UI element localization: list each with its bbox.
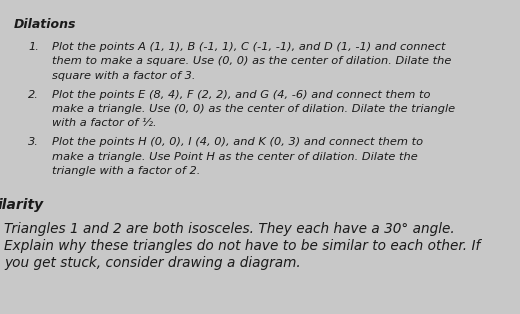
Text: square with a factor of 3.: square with a factor of 3. <box>52 71 196 81</box>
Text: you get stuck, consider drawing a diagram.: you get stuck, consider drawing a diagra… <box>4 256 301 270</box>
Text: make a triangle. Use Point H as the center of dilation. Dilate the: make a triangle. Use Point H as the cent… <box>52 151 418 161</box>
Text: Explain why these triangles do not have to be similar to each other. If: Explain why these triangles do not have … <box>4 239 480 253</box>
Text: Plot the points E (8, 4), F (2, 2), and G (4, -6) and connect them to: Plot the points E (8, 4), F (2, 2), and … <box>52 89 431 100</box>
Text: triangle with a factor of 2.: triangle with a factor of 2. <box>52 166 200 176</box>
Text: with a factor of ½.: with a factor of ½. <box>52 118 157 128</box>
Text: 2.: 2. <box>28 89 39 100</box>
Text: Plot the points H (0, 0), I (4, 0), and K (0, 3) and connect them to: Plot the points H (0, 0), I (4, 0), and … <box>52 137 423 147</box>
Text: Plot the points A (1, 1), B (-1, 1), C (-1, -1), and D (1, -1) and connect: Plot the points A (1, 1), B (-1, 1), C (… <box>52 42 446 52</box>
Text: ilarity: ilarity <box>0 198 44 212</box>
Text: 3.: 3. <box>28 137 39 147</box>
Text: Triangles 1 and 2 are both isosceles. They each have a 30° angle.: Triangles 1 and 2 are both isosceles. Th… <box>4 222 455 236</box>
Text: Dilations: Dilations <box>14 18 76 31</box>
Text: them to make a square. Use (0, 0) as the center of dilation. Dilate the: them to make a square. Use (0, 0) as the… <box>52 57 451 67</box>
Text: 1.: 1. <box>28 42 39 52</box>
Text: make a triangle. Use (0, 0) as the center of dilation. Dilate the triangle: make a triangle. Use (0, 0) as the cente… <box>52 104 455 114</box>
